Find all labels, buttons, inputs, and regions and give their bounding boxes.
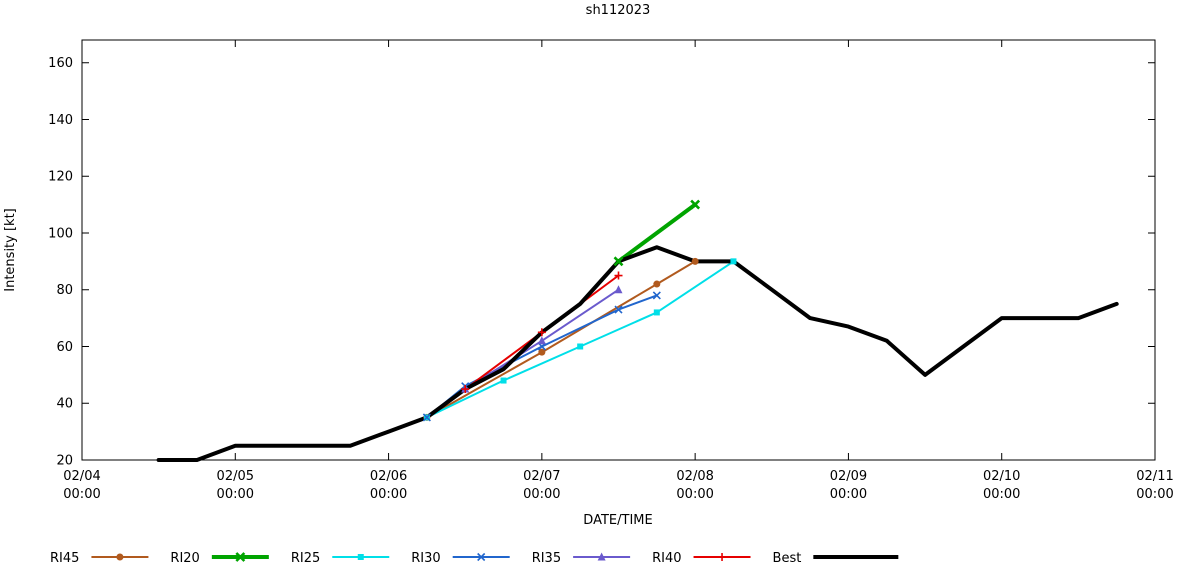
legend-item-ri25: RI25 [291,551,390,566]
x-tick-time: 00:00 [1136,487,1173,502]
series-Best-line [156,245,1119,462]
legend-item-ri35: RI35 [532,551,631,566]
chart-title: sh112023 [586,3,651,18]
point-marker [691,257,699,265]
plot-border [81,39,1156,461]
legend-label: RI20 [170,551,199,566]
y-tick-label: 60 [56,340,73,355]
x-tick-date: 02/11 [1136,469,1173,484]
y-tick-label: 100 [48,226,73,241]
x-tick-time: 00:00 [370,487,407,502]
y-tick-label: 140 [48,113,73,128]
x-tick-date: 02/10 [983,469,1020,484]
point-marker [235,552,246,562]
legend-item-ri45: RI45 [50,551,149,566]
legend-label: RI25 [291,551,320,566]
y-axis-label: Intensity [kt] [3,208,18,291]
x-tick-date: 02/04 [63,469,100,484]
series-RI30-line [425,294,658,419]
x-tick-time: 00:00 [830,487,867,502]
legend-item-ri40: RI40 [652,551,751,566]
x-tick-date: 02/06 [370,469,407,484]
x-tick-time: 00:00 [217,487,254,502]
x-tick-date: 02/08 [676,469,713,484]
series-path [425,260,735,419]
x-tick-time: 00:00 [983,487,1020,502]
point-marker [577,343,584,350]
y-tick-label: 20 [56,454,73,469]
point-marker [653,280,661,288]
series-path [156,245,1119,462]
legend-item-ri20: RI20 [170,551,269,566]
axes [81,39,1156,461]
legend-item-ri30: RI30 [411,551,510,566]
point-marker [477,552,486,562]
series-RI20-markers [613,199,701,267]
y-tick-label: 40 [56,397,73,412]
point-marker [614,305,623,314]
y-tick-label: 160 [48,56,73,71]
legend-label: RI30 [411,551,440,566]
series-RI40-markers [461,271,623,394]
x-tick-date: 02/05 [217,469,254,484]
point-marker [718,553,727,561]
x-tick-time: 00:00 [523,487,560,502]
point-marker [538,348,546,356]
x-tick-date: 02/09 [830,469,867,484]
point-marker [500,377,507,384]
x-tick-time: 00:00 [676,487,713,502]
legend-label: RI40 [652,551,681,566]
y-tick-label: 120 [48,170,73,185]
legend-label: RI45 [50,551,79,566]
series-RI20-line [616,202,698,264]
point-marker [730,258,737,265]
point-marker [537,336,546,345]
y-axis-ticks: 20 40 60 80 100 120 140 160 [48,56,1155,469]
point-marker [614,285,623,294]
legend-label: Best [773,551,802,566]
point-marker [357,554,364,560]
point-marker [116,553,124,561]
series-path [425,294,658,419]
point-marker [614,271,623,280]
point-marker [652,291,661,300]
y-tick-label: 80 [56,283,73,298]
point-marker [690,199,701,210]
point-marker [461,385,470,394]
x-tick-time: 00:00 [63,487,100,502]
point-marker [422,413,431,422]
point-marker [613,256,624,267]
x-axis-label: DATE/TIME [583,513,652,528]
x-tick-date: 02/07 [523,469,560,484]
point-marker [653,309,660,316]
legend-item-best: Best [773,551,899,566]
series-path [616,202,698,264]
legend: RI45 RI20 RI25 RI30 RI35 RI40 Best [50,551,899,566]
x-axis-ticks: 02/04 00:00 02/05 00:00 02/06 00:00 02/07 00:00… [63,40,1174,502]
point-marker [597,552,606,561]
point-marker [537,328,546,337]
legend-label: RI35 [532,551,561,566]
series-RI25-line [425,260,735,419]
